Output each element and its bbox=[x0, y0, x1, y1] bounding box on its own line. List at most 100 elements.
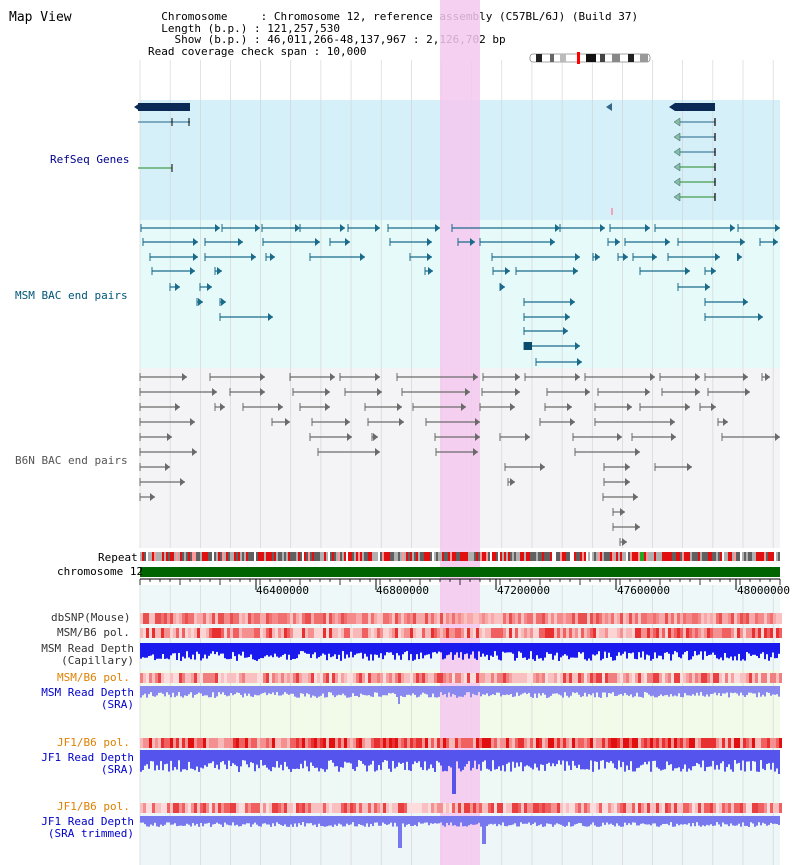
repeat-mark bbox=[306, 552, 308, 561]
msm-pol-mark bbox=[758, 628, 761, 638]
msm-pol-mark bbox=[695, 673, 698, 683]
jf1-trim-depth-bar bbox=[162, 816, 164, 826]
msm-capillary-depth-bar bbox=[622, 643, 624, 654]
msm-sra-depth-bar bbox=[312, 686, 314, 696]
msm-capillary-depth-bar bbox=[624, 643, 626, 652]
jf1-sra-depth-bar bbox=[376, 750, 378, 771]
repeat-mark bbox=[386, 552, 388, 561]
jf1-pol-mark bbox=[224, 803, 227, 813]
msm-capillary-depth-bar bbox=[160, 643, 162, 659]
msm-sra-depth-bar bbox=[256, 686, 258, 696]
jf1-sra-depth-bar bbox=[734, 750, 736, 761]
repeat-mark bbox=[204, 552, 206, 561]
repeat-mark bbox=[272, 552, 274, 561]
repeat-mark bbox=[248, 552, 250, 561]
b6n-bac-pair-end bbox=[635, 448, 640, 456]
track-label-refseq[interactable]: RefSeq Genes bbox=[50, 153, 130, 166]
jf1-sra-depth-bar bbox=[490, 750, 492, 772]
jf1-pol-mark bbox=[206, 803, 209, 813]
jf1-trim-depth-bar bbox=[496, 816, 498, 827]
msm-capillary-depth-bar bbox=[756, 643, 758, 657]
jf1-trim-depth-bar bbox=[430, 816, 432, 824]
jf1-trim-depth-bar bbox=[260, 816, 262, 827]
jf1-pol-mark bbox=[566, 738, 569, 748]
track-label-msm-bac[interactable]: MSM BAC end pairs bbox=[15, 289, 128, 302]
msm-pol-mark bbox=[548, 673, 551, 683]
jf1-pol-mark bbox=[698, 803, 701, 813]
msm-sra-depth-bar bbox=[216, 686, 218, 697]
jf1-sra-depth-bar bbox=[718, 750, 720, 770]
jf1-pol-mark bbox=[530, 803, 533, 813]
jf1-trim-depth-bar bbox=[580, 816, 582, 824]
msm-pol-mark bbox=[764, 628, 767, 638]
msm-pol-mark bbox=[506, 673, 509, 683]
msm-sra-depth-bar bbox=[436, 686, 438, 698]
msm-sra-depth-bar bbox=[516, 686, 518, 693]
msm-capillary-depth-bar bbox=[438, 643, 440, 652]
jf1-trim-depth-bar bbox=[616, 816, 618, 824]
msm-sra-depth-bar bbox=[742, 686, 744, 696]
jf1-pol-mark bbox=[743, 803, 746, 813]
dbsnp-mark bbox=[665, 613, 668, 624]
jf1-pol-mark bbox=[752, 803, 755, 813]
jf1-sra-depth-bar bbox=[524, 750, 526, 767]
jf1-pol-mark bbox=[644, 738, 647, 748]
msm-pol-mark bbox=[545, 628, 548, 638]
msm-pol-mark bbox=[272, 628, 275, 638]
msm-capillary-depth-bar bbox=[238, 643, 240, 655]
b6n-bac-pair-end bbox=[461, 403, 466, 411]
msm-capillary-depth-bar bbox=[268, 643, 270, 657]
dbsnp-mark bbox=[290, 613, 293, 624]
track-label-b6n-bac[interactable]: B6N BAC end pairs bbox=[15, 454, 128, 467]
b6n-bac-pair-end bbox=[570, 418, 575, 426]
jf1-pol-mark bbox=[764, 803, 767, 813]
jf1-trim-depth-bar bbox=[450, 816, 452, 823]
jf1-trim-depth-bar bbox=[708, 816, 710, 826]
msm-sra-depth-bar bbox=[454, 686, 456, 696]
msm-pol-mark bbox=[617, 673, 620, 683]
gene-arrow bbox=[673, 162, 681, 172]
gene-arrow bbox=[134, 103, 140, 111]
repeat-mark bbox=[766, 552, 768, 561]
jf1-pol-mark bbox=[758, 803, 761, 813]
jf1-pol-mark bbox=[497, 738, 500, 748]
msm-pol-mark bbox=[695, 628, 698, 638]
dbsnp-mark bbox=[695, 613, 698, 624]
msm-capillary-depth-bar bbox=[688, 643, 690, 661]
jf1-sra-depth-bar bbox=[448, 750, 450, 766]
jf1-pol-mark bbox=[254, 738, 257, 748]
msm-sra-depth-bar bbox=[204, 686, 206, 696]
jf1-pol-mark bbox=[680, 803, 683, 813]
repeat-mark bbox=[358, 552, 360, 561]
jf1-pol-mark bbox=[716, 738, 719, 748]
dbsnp-mark bbox=[362, 613, 365, 624]
msm-sra-depth-bar bbox=[702, 686, 704, 696]
msm-pol-mark bbox=[263, 628, 266, 638]
msm-bac-pair-end bbox=[207, 283, 212, 291]
msm-capillary-depth-bar bbox=[716, 643, 718, 659]
msm-pol-mark bbox=[593, 673, 596, 683]
track-label-jf1-read-depth-trimmed: JF1 Read Depth (SRA trimmed) bbox=[41, 815, 134, 840]
repeat-mark bbox=[438, 552, 440, 561]
dbsnp-mark bbox=[689, 613, 692, 624]
msm-pol-mark bbox=[251, 628, 254, 638]
jf1-trim-depth-bar bbox=[654, 816, 656, 824]
msm-sra-depth-bar bbox=[152, 686, 154, 697]
b6n-bac-pair-end bbox=[515, 388, 520, 396]
msm-sra-depth-bar bbox=[496, 686, 498, 693]
repeat-mark bbox=[714, 552, 716, 561]
msm-sra-depth-bar bbox=[234, 686, 236, 695]
jf1-pol-mark bbox=[431, 738, 434, 748]
jf1-trim-depth-bar bbox=[486, 816, 488, 827]
msm-pol-mark bbox=[776, 628, 779, 638]
jf1-pol-mark bbox=[428, 738, 431, 748]
msm-capillary-depth-bar bbox=[210, 643, 212, 654]
repeat-mark bbox=[342, 552, 344, 561]
msm-sra-depth-bar bbox=[594, 686, 596, 698]
repeat-mark bbox=[678, 552, 680, 561]
msm-sra-depth-bar bbox=[552, 686, 554, 694]
jf1-pol-mark bbox=[695, 803, 698, 813]
dbsnp-mark bbox=[464, 613, 467, 624]
msm-pol-mark bbox=[635, 673, 638, 683]
